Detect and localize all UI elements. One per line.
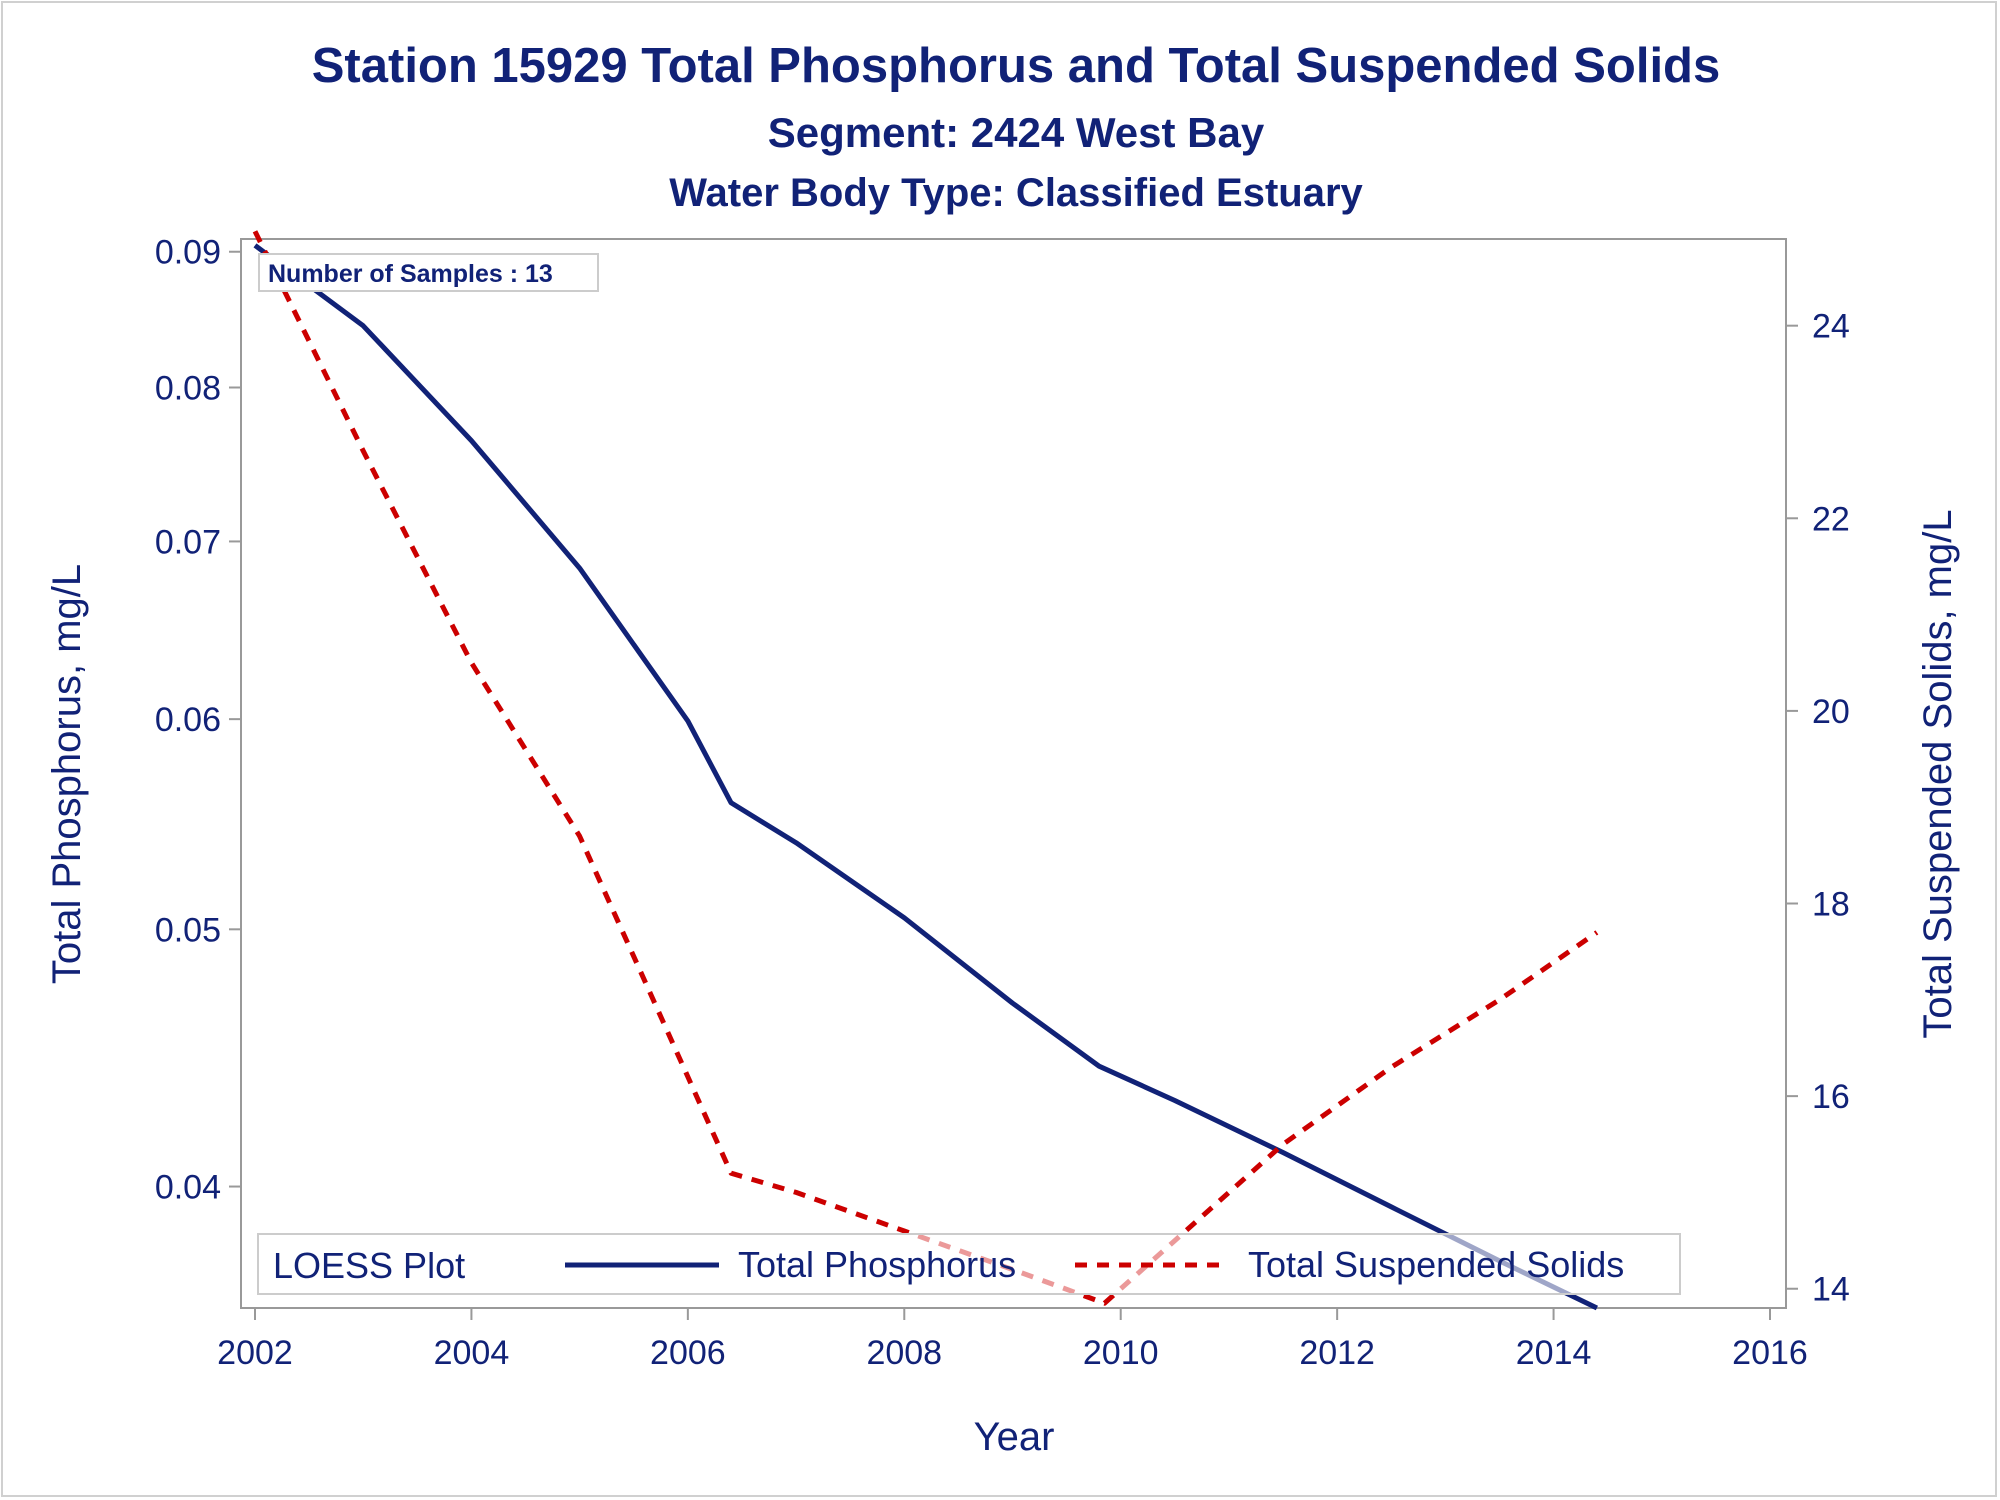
y-axis-label: Total Phosphorus, mg/L bbox=[45, 564, 89, 984]
y-tick-label: 0.05 bbox=[155, 911, 221, 949]
legend: LOESS Plot Total Phosphorus Total Suspen… bbox=[257, 1233, 1681, 1295]
chart-subtitle-2: Water Body Type: Classified Estuary bbox=[669, 171, 1363, 215]
plot-area bbox=[240, 238, 1787, 1309]
y-tick-label: 0.06 bbox=[155, 701, 221, 739]
annotation-text: Number of Samples : 13 bbox=[268, 260, 553, 288]
x-axis-label: Year bbox=[974, 1415, 1055, 1459]
y-tick-label: 0.07 bbox=[155, 523, 221, 561]
x-tick-label: 2006 bbox=[650, 1334, 726, 1372]
legend-title: LOESS Plot bbox=[273, 1245, 465, 1286]
sample-count-annotation: Number of Samples : 13 bbox=[258, 253, 599, 292]
y2-tick-label: 16 bbox=[1812, 1078, 1850, 1116]
y2-tick-label: 24 bbox=[1812, 308, 1850, 346]
legend-box bbox=[257, 1233, 1681, 1295]
x-tick-label: 2010 bbox=[1083, 1334, 1159, 1372]
series-layer bbox=[252, 230, 1599, 1311]
chart-title: Station 15929 Total Phosphorus and Total… bbox=[312, 39, 1721, 93]
series-line-total-phosphorus bbox=[253, 243, 1598, 1311]
y2-tick-label: 20 bbox=[1812, 693, 1850, 731]
y-tick-label: 0.08 bbox=[155, 370, 221, 408]
y2-tick-label: 18 bbox=[1812, 886, 1850, 924]
y-tick-label: 0.04 bbox=[155, 1169, 221, 1207]
legend-label-total-phosphorus: Total Phosphorus bbox=[738, 1244, 1016, 1285]
x-tick-label: 2002 bbox=[217, 1334, 293, 1372]
y-axis-right: 14 16 18 20 22 24 bbox=[1786, 308, 1850, 1309]
x-tick-label: 2014 bbox=[1516, 1334, 1592, 1372]
legend-label-total-suspended-solids: Total Suspended Solids bbox=[1248, 1244, 1624, 1285]
x-tick-label: 2016 bbox=[1732, 1334, 1808, 1372]
y2-tick-label: 22 bbox=[1812, 500, 1850, 538]
x-axis: 2002 2004 2006 2008 2010 2012 2014 2016 bbox=[217, 1308, 1808, 1372]
y2-axis-label: Total Suspended Solids, mg/L bbox=[1916, 509, 1960, 1038]
annotation-box bbox=[258, 253, 599, 292]
y2-tick-label: 14 bbox=[1812, 1271, 1850, 1309]
series-line-total-suspended-solids bbox=[252, 230, 1599, 1306]
x-tick-label: 2008 bbox=[866, 1334, 942, 1372]
chart-subtitle: Segment: 2424 West Bay bbox=[768, 109, 1265, 156]
y-tick-label: 0.09 bbox=[155, 234, 221, 272]
y-axis-left: 0.04 0.05 0.06 0.07 0.08 0.09 bbox=[155, 234, 241, 1207]
x-tick-label: 2012 bbox=[1299, 1334, 1375, 1372]
x-tick-label: 2004 bbox=[434, 1334, 510, 1372]
